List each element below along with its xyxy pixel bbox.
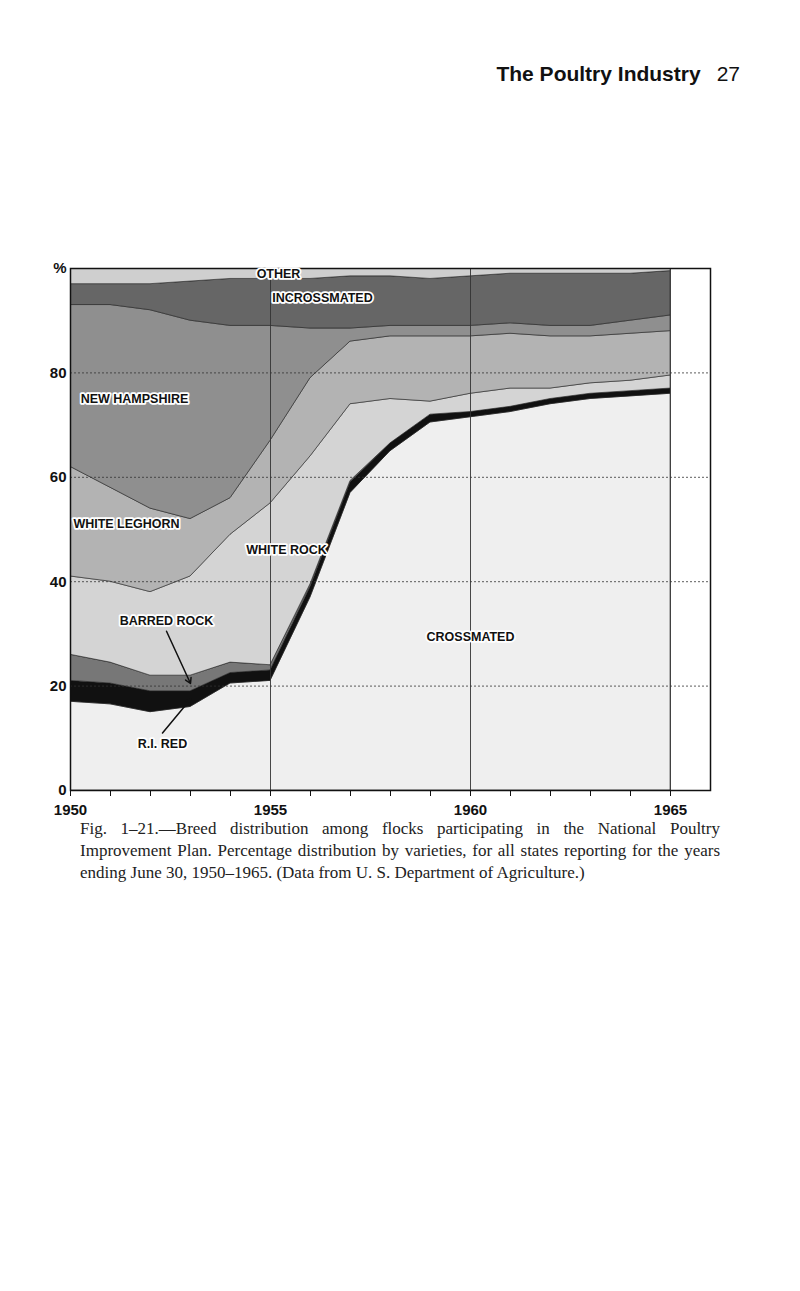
svg-text:0: 0 bbox=[58, 781, 66, 798]
svg-text:BARRED ROCK: BARRED ROCK bbox=[120, 614, 214, 628]
svg-text:1965: 1965 bbox=[654, 801, 687, 818]
svg-text:60: 60 bbox=[50, 468, 67, 485]
svg-text:80: 80 bbox=[50, 364, 67, 381]
svg-text:NEW HAMPSHIRE: NEW HAMPSHIRE bbox=[81, 392, 189, 406]
svg-text:WHITE ROCK: WHITE ROCK bbox=[246, 543, 327, 557]
svg-text:20: 20 bbox=[50, 677, 67, 694]
svg-text:1955: 1955 bbox=[254, 801, 287, 818]
svg-text:OTHER: OTHER bbox=[257, 267, 301, 281]
html-text:27: 27 bbox=[716, 62, 740, 85]
svg-text:INCROSSMATED: INCROSSMATED bbox=[272, 291, 372, 305]
html-text:The Poultry Industry: The Poultry Industry bbox=[496, 62, 701, 85]
svg-text:%: % bbox=[53, 259, 66, 276]
svg-text:40: 40 bbox=[50, 573, 67, 590]
svg-text:1960: 1960 bbox=[454, 801, 487, 818]
svg-text:1950: 1950 bbox=[54, 801, 87, 818]
svg-text:WHITE LEGHORN: WHITE LEGHORN bbox=[73, 517, 179, 531]
svg-text:CROSSMATED: CROSSMATED bbox=[427, 630, 515, 644]
svg-text:R.I. RED: R.I. RED bbox=[138, 737, 187, 751]
html-text:Fig. 1–21.—Breed distribution: Fig. 1–21.—Breed distribution among floc… bbox=[80, 819, 720, 882]
